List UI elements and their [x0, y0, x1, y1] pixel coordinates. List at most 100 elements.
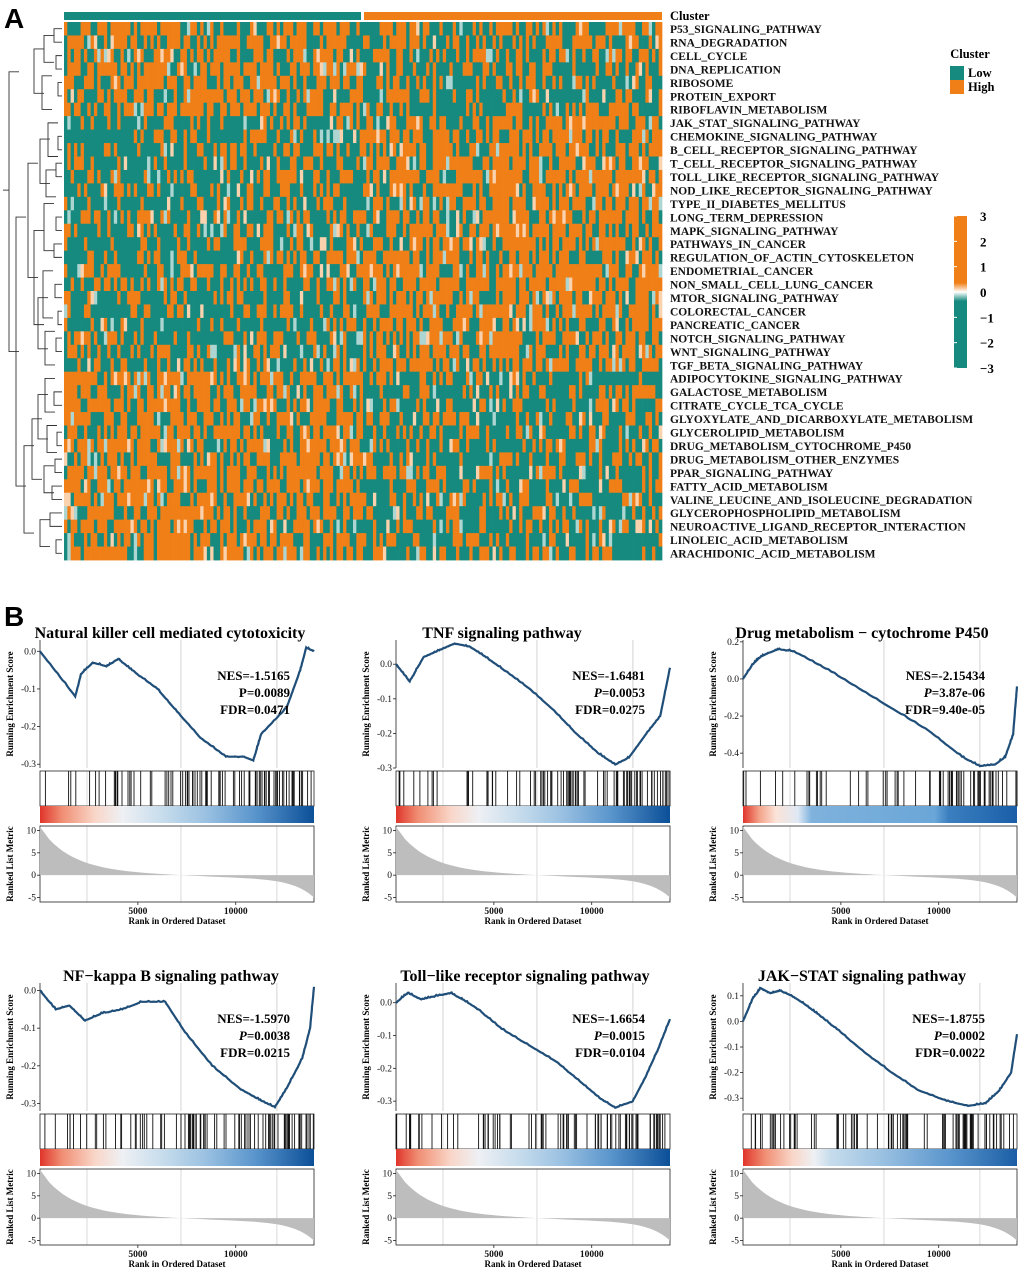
heatmap-cell: [283, 169, 287, 184]
heatmap-cell: [296, 237, 301, 252]
heatmap-cell: [446, 102, 450, 117]
heatmap-cell: [303, 250, 307, 265]
heatmap-cell: [419, 344, 424, 359]
heatmap-cell: [293, 22, 297, 36]
heatmap-cell: [359, 196, 364, 211]
heatmap-cell: [203, 223, 208, 238]
heatmap-cell: [439, 331, 444, 346]
heatmap-cell: [485, 183, 490, 198]
heatmap-cell: [382, 169, 387, 184]
heatmap-cell: [143, 385, 148, 399]
heatmap-cell: [200, 223, 204, 238]
heatmap-cell: [529, 62, 533, 77]
heatmap-cell: [515, 277, 520, 292]
heatmap-cell: [266, 331, 271, 346]
heatmap-cell: [190, 62, 194, 77]
heatmap-cell: [286, 183, 291, 198]
heatmap-cell: [246, 75, 251, 90]
heatmap-cell: [642, 277, 646, 292]
heatmap-cell: [562, 317, 566, 332]
heatmap-cell: [482, 317, 487, 332]
heatmap-cell: [559, 223, 563, 238]
heatmap-cell: [333, 344, 337, 359]
heatmap-cell: [469, 102, 473, 117]
heatmap-cell: [276, 75, 281, 90]
heatmap-cell: [143, 304, 148, 319]
heatmap-cell: [369, 344, 374, 359]
heatmap-cell: [186, 116, 191, 130]
heatmap-cell: [522, 116, 527, 130]
heatmap-cell: [382, 331, 387, 346]
heatmap-cell: [203, 35, 208, 50]
heatmap-cell: [509, 210, 513, 225]
heatmap-cell: [137, 358, 141, 373]
heatmap-cell: [303, 385, 307, 399]
heatmap-cell: [299, 169, 304, 184]
heatmap-cell: [549, 196, 553, 211]
heatmap-cell: [213, 116, 218, 130]
heatmap-cell: [568, 358, 573, 373]
heatmap-cell: [216, 116, 221, 130]
heatmap-cell: [482, 344, 487, 359]
heatmap-cell: [67, 358, 71, 373]
heatmap-cell: [293, 35, 297, 50]
heatmap-cell: [193, 129, 198, 144]
heatmap-cell: [73, 183, 78, 198]
heatmap-cell: [382, 371, 387, 386]
heatmap-cell: [319, 143, 324, 157]
heatmap-cell: [442, 371, 447, 386]
heatmap-cell: [422, 116, 427, 130]
heatmap-cell: [283, 62, 287, 77]
heatmap-cell: [632, 317, 636, 332]
heatmap-cell: [263, 89, 267, 104]
heatmap-cell: [117, 196, 121, 211]
heatmap-cell: [253, 143, 258, 157]
heatmap-cell: [110, 317, 115, 332]
heatmap-cell: [505, 89, 510, 104]
heatmap-cell: [150, 331, 155, 346]
heatmap-cell: [475, 371, 480, 386]
heatmap-cell: [64, 385, 68, 399]
heatmap-cell: [260, 358, 264, 373]
heatmap-cell: [582, 291, 586, 305]
heatmap-cell: [568, 344, 573, 359]
heatmap-cell: [582, 169, 586, 184]
heatmap-cell: [512, 143, 517, 157]
heatmap-cell: [83, 223, 88, 238]
heatmap-cell: [439, 89, 444, 104]
heatmap-cell: [465, 35, 470, 50]
heatmap-cell: [196, 210, 201, 225]
heatmap-cell: [608, 183, 613, 198]
heatmap-cell: [386, 62, 390, 77]
heatmap-cell: [562, 250, 566, 265]
heatmap-cell: [628, 250, 633, 265]
heatmap-cell: [462, 129, 467, 144]
heatmap-cell: [379, 75, 384, 90]
heatmap-cell: [542, 169, 547, 184]
heatmap-cell: [323, 317, 327, 332]
heatmap-cell: [150, 317, 155, 332]
heatmap-cell: [313, 304, 317, 319]
heatmap-cell: [529, 116, 533, 130]
heatmap-cell: [97, 358, 101, 373]
heatmap-cell: [379, 291, 384, 305]
heatmap-cell: [130, 116, 135, 130]
heatmap-cell: [133, 317, 138, 332]
heatmap-cell: [658, 210, 663, 225]
heatmap-cell: [236, 371, 241, 386]
heatmap-cell: [572, 304, 576, 319]
heatmap-cell: [372, 331, 377, 346]
heatmap-cell: [230, 129, 234, 144]
heatmap-cell: [545, 223, 550, 238]
heatmap-cell: [306, 331, 311, 346]
heatmap-cell: [529, 277, 533, 292]
heatmap-cell: [153, 331, 158, 346]
heatmap-cell: [246, 223, 251, 238]
heatmap-cell: [147, 169, 151, 184]
heatmap-cell: [595, 75, 600, 90]
heatmap-cell: [396, 237, 400, 252]
heatmap-cell: [90, 48, 95, 63]
heatmap-cell: [256, 89, 261, 104]
heatmap-cell: [160, 169, 165, 184]
heatmap-cell: [339, 35, 344, 50]
